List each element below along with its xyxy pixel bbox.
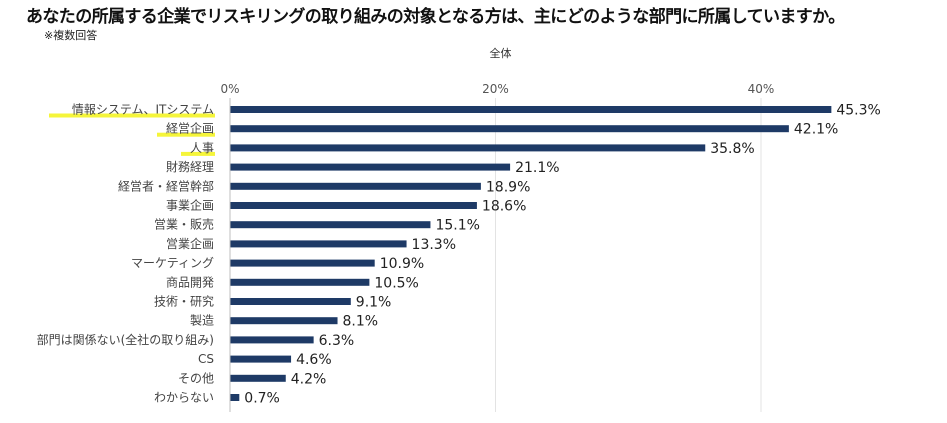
multiple-answer-note: ※複数回答 xyxy=(44,29,98,42)
category-label: その他 xyxy=(178,371,214,385)
category-label: 技術・研究 xyxy=(154,294,214,309)
value-label: 4.2% xyxy=(291,371,327,387)
category-label: 経営者・経営幹部 xyxy=(118,178,214,193)
category-label: マーケティング xyxy=(131,256,214,270)
bar xyxy=(230,144,706,152)
bar xyxy=(230,163,511,171)
x-tick-label: 40% xyxy=(748,82,775,96)
bar xyxy=(230,336,314,344)
bar xyxy=(230,240,407,248)
category-label: 部門は関係ない(全社の取り組み) xyxy=(37,332,214,347)
value-label: 18.6% xyxy=(482,199,526,215)
category-label: 事業企画 xyxy=(166,198,214,213)
chart-title: あなたの所属する企業でリスキリングの取り組みの対象となる方は、主にどのような部門… xyxy=(26,7,845,27)
category-label: わからない xyxy=(154,391,214,405)
category-highlight xyxy=(181,151,215,156)
category-label: 人事 xyxy=(190,141,214,155)
bar xyxy=(230,394,240,401)
category-highlight xyxy=(157,132,215,137)
category-label: 営業企画 xyxy=(166,236,214,251)
category-label: CS xyxy=(198,352,214,366)
bar xyxy=(230,221,431,229)
category-label: 製造 xyxy=(190,314,214,328)
value-label: 35.8% xyxy=(710,141,754,157)
category-label: 商品開発 xyxy=(166,274,214,289)
bar xyxy=(230,374,286,382)
bar xyxy=(230,106,832,113)
bar xyxy=(230,125,789,133)
value-label: 42.1% xyxy=(794,122,838,138)
category-label: 情報システム、ITシステム xyxy=(72,103,214,117)
category-label: 営業・販売 xyxy=(154,217,214,232)
x-tick-label: 20% xyxy=(482,82,509,96)
value-label: 10.9% xyxy=(380,256,424,272)
value-label: 13.3% xyxy=(412,237,456,253)
bar xyxy=(230,317,338,325)
bar xyxy=(230,202,477,209)
bar xyxy=(230,355,292,363)
category-label: 経営企画 xyxy=(166,121,214,136)
category-highlight xyxy=(49,113,215,118)
value-label: 0.7% xyxy=(244,391,280,407)
series-label: 全体 xyxy=(489,47,512,60)
value-label: 15.1% xyxy=(435,218,479,234)
value-label: 10.5% xyxy=(374,275,418,291)
x-tick-label: 0% xyxy=(220,82,239,96)
bar xyxy=(230,278,370,286)
value-label: 45.3% xyxy=(836,103,880,119)
value-label: 6.3% xyxy=(319,333,355,349)
category-label: 財務経理 xyxy=(166,159,214,174)
value-label: 18.9% xyxy=(486,179,530,195)
value-label: 8.1% xyxy=(343,314,379,330)
value-label: 21.1% xyxy=(515,160,559,176)
value-label: 9.1% xyxy=(356,295,392,311)
bar xyxy=(230,259,375,267)
value-label: 4.6% xyxy=(296,352,332,368)
bar xyxy=(230,182,481,190)
bar xyxy=(230,298,351,305)
